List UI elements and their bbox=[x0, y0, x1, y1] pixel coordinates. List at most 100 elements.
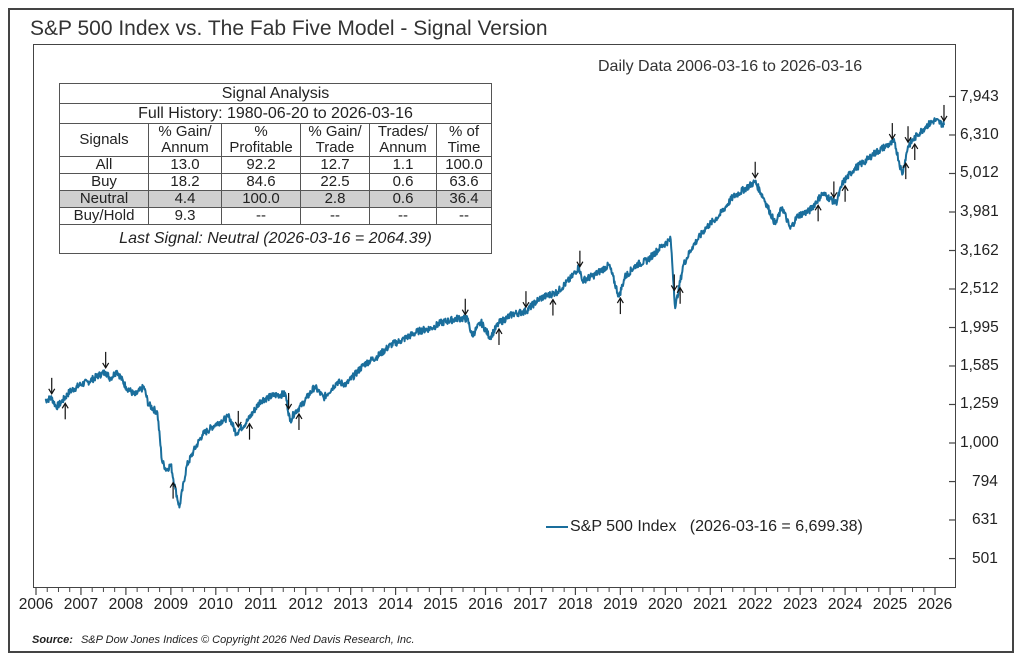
x-tick-label: 2007 bbox=[63, 596, 99, 613]
signal-arrows bbox=[48, 104, 948, 499]
arrow-down-head bbox=[48, 388, 56, 396]
y-tick-label: 631 bbox=[972, 510, 998, 528]
x-tick-label: 2015 bbox=[423, 596, 458, 613]
y-axis-ticks bbox=[949, 95, 955, 560]
x-tick-label: 2018 bbox=[558, 596, 593, 613]
legend-swatch-sp500 bbox=[546, 526, 568, 528]
x-tick-label: 2011 bbox=[244, 596, 278, 613]
table-row-last-signal: Last Signal: Neutral (2026-03-16 = 2064.… bbox=[59, 224, 492, 254]
x-tick-label: 2010 bbox=[198, 596, 234, 613]
x-tick-label: 2012 bbox=[288, 596, 323, 613]
source-text: S&P Dow Jones Indices © Copyright 2026 N… bbox=[80, 634, 415, 646]
arrow-up-head bbox=[295, 412, 303, 420]
arrow-up-head bbox=[902, 161, 910, 169]
arrow-down-head bbox=[670, 285, 678, 292]
cell-trades-annum: 1.1 bbox=[369, 156, 437, 174]
cell-profitable: -- bbox=[221, 207, 301, 225]
arrow-up-head bbox=[61, 402, 69, 409]
y-tick-label: 6,310 bbox=[960, 125, 999, 143]
cell-gain-trade: -- bbox=[300, 207, 370, 225]
sell-signal-arrow bbox=[522, 291, 530, 309]
buy-signal-arrow bbox=[616, 296, 624, 315]
x-tick-label: 2021 bbox=[693, 596, 728, 613]
source-footer: Source: S&P Dow Jones Indices © Copyright… bbox=[32, 634, 415, 646]
x-tick-label: 2009 bbox=[153, 596, 189, 613]
sell-signal-arrow bbox=[234, 410, 242, 429]
table-subtitle: Full History: 1980-06-20 to 2026-03-16 bbox=[59, 103, 492, 124]
buy-signal-arrow bbox=[495, 327, 503, 345]
x-tick-label: 2013 bbox=[333, 596, 368, 613]
table-header-row: Signals % Gain/Annum % Profitable % Gain/… bbox=[59, 123, 492, 157]
y-tick-label: 1,259 bbox=[960, 395, 999, 413]
buy-signal-arrow bbox=[814, 204, 822, 222]
arrow-up-head bbox=[616, 296, 624, 304]
arrow-down-head bbox=[830, 192, 838, 199]
col-header-profitable: % Profitable bbox=[221, 123, 301, 157]
y-tick-label: 1,585 bbox=[960, 356, 999, 374]
arrow-up-head bbox=[495, 327, 503, 335]
arrow-up-head bbox=[841, 184, 849, 192]
source-label: Source: bbox=[32, 634, 73, 646]
sell-signal-arrow bbox=[285, 392, 293, 411]
x-tick-label: 2008 bbox=[108, 596, 144, 613]
cell-signal: Neutral bbox=[59, 190, 149, 208]
arrow-up-head bbox=[549, 298, 557, 305]
cell-time: 63.6 bbox=[436, 173, 492, 191]
arrow-down-head bbox=[522, 301, 530, 309]
cell-time: 36.4 bbox=[436, 190, 492, 208]
buy-signal-arrow bbox=[911, 142, 919, 160]
sell-signal-arrow bbox=[576, 250, 584, 268]
x-tick-label: 2024 bbox=[827, 596, 863, 613]
cell-trades-annum: 0.6 bbox=[369, 190, 437, 208]
table-row-buy-hold: Buy/Hold 9.3 -- -- -- -- bbox=[59, 207, 492, 225]
cell-signal: All bbox=[59, 156, 149, 174]
arrow-up-head bbox=[911, 142, 919, 150]
x-tick-label: 2017 bbox=[513, 596, 548, 613]
chart-frame bbox=[8, 8, 1014, 653]
buy-signal-arrow bbox=[169, 481, 177, 499]
x-tick-label: 2016 bbox=[468, 596, 503, 613]
x-tick-label: 2022 bbox=[737, 596, 773, 613]
buy-signal-arrow bbox=[676, 286, 684, 304]
table-row-all: All 13.0 92.2 12.7 1.1 100.0 bbox=[59, 156, 492, 174]
sell-signal-arrow bbox=[940, 104, 948, 123]
cell-profitable: 84.6 bbox=[221, 173, 301, 191]
x-axis-ticks bbox=[35, 588, 936, 595]
y-tick-label: 794 bbox=[972, 472, 998, 490]
cell-gain-annum: 18.2 bbox=[148, 173, 222, 191]
col-header-gain-annum: % Gain/Annum bbox=[148, 123, 222, 157]
x-tick-label: 2026 bbox=[917, 596, 953, 613]
x-tick-label: 2023 bbox=[782, 596, 818, 613]
col-header-time: % of Time bbox=[436, 123, 492, 157]
cell-trades-annum: 0.6 bbox=[369, 173, 437, 191]
cell-gain-annum: 13.0 bbox=[148, 156, 222, 174]
y-tick-label: 1,995 bbox=[960, 318, 999, 336]
table-title: Signal Analysis bbox=[59, 83, 492, 104]
y-tick-label: 5,012 bbox=[960, 164, 999, 182]
cell-gain-trade: 2.8 bbox=[300, 190, 370, 208]
arrow-up-head bbox=[814, 204, 822, 211]
cell-profitable: 100.0 bbox=[221, 190, 301, 208]
signal-analysis-table: Signal Analysis Full History: 1980-06-20… bbox=[59, 83, 492, 254]
x-tick-label: 2025 bbox=[872, 596, 908, 613]
legend: S&P 500 Index (2026-03-16 = 6,699.38) bbox=[546, 518, 863, 536]
x-tick-label: 2019 bbox=[603, 596, 638, 613]
sell-signal-arrow bbox=[102, 351, 110, 370]
table-row-neutral: Neutral 4.4 100.0 2.8 0.6 36.4 bbox=[59, 190, 492, 208]
arrow-down-head bbox=[234, 421, 242, 429]
last-signal-text: Last Signal: Neutral (2026-03-16 = 2064.… bbox=[59, 224, 492, 254]
table-row-buy: Buy 18.2 84.6 22.5 0.6 63.6 bbox=[59, 173, 492, 191]
y-tick-label: 1,000 bbox=[960, 433, 999, 451]
cell-profitable: 92.2 bbox=[221, 156, 301, 174]
x-tick-label: 2014 bbox=[378, 596, 413, 613]
cell-gain-trade: 22.5 bbox=[300, 173, 370, 191]
buy-signal-arrow bbox=[549, 298, 557, 316]
chart-title: S&P 500 Index vs. The Fab Five Model - S… bbox=[30, 17, 548, 40]
col-header-gain-trade: % Gain/Trade bbox=[300, 123, 370, 157]
arrow-down-head bbox=[940, 115, 948, 123]
sell-signal-arrow bbox=[888, 123, 896, 141]
chart-subtitle: Daily Data 2006-03-16 to 2026-03-16 bbox=[598, 58, 863, 75]
sell-signal-arrow bbox=[751, 161, 759, 179]
buy-signal-arrow bbox=[902, 161, 910, 180]
